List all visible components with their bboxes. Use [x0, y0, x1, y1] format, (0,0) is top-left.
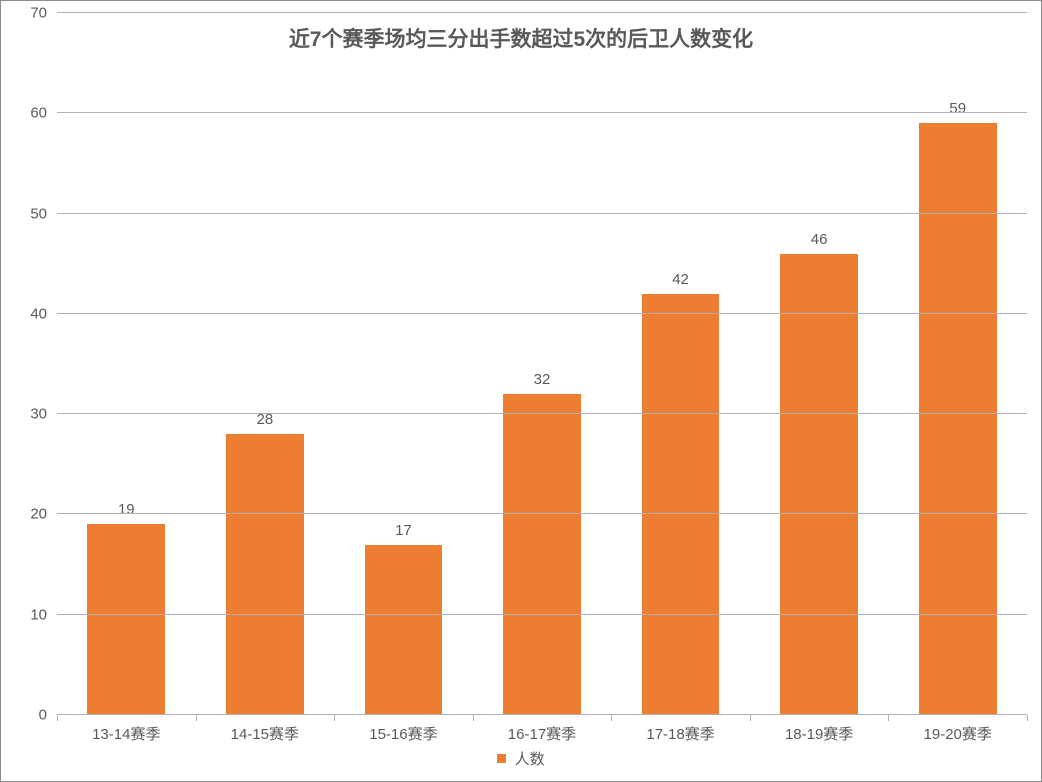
x-tick-label: 19-20赛季	[924, 723, 992, 744]
y-tick-label: 50	[30, 205, 47, 222]
bar-value-label: 59	[949, 100, 966, 117]
bar-slot: 2814-15赛季	[196, 13, 335, 715]
y-tick-label: 60	[30, 105, 47, 122]
bar: 32	[503, 394, 581, 715]
gridline: 10	[57, 614, 1027, 615]
bar: 28	[226, 434, 304, 715]
legend: 人数	[1, 748, 1041, 769]
bar: 46	[780, 254, 858, 715]
gridline: 20	[57, 513, 1027, 514]
bar-value-label: 42	[672, 271, 689, 288]
x-tick-mark	[57, 715, 58, 721]
gridline: 50	[57, 213, 1027, 214]
bar-value-label: 17	[395, 522, 412, 539]
x-tick-mark	[1027, 715, 1028, 721]
gridline: 30	[57, 413, 1027, 414]
y-tick-label: 20	[30, 506, 47, 523]
bar-value-label: 32	[534, 371, 551, 388]
bar-slot: 4217-18赛季	[611, 13, 750, 715]
x-tick-mark	[334, 715, 335, 721]
x-tick-mark	[888, 715, 889, 721]
bar-slot: 1913-14赛季	[57, 13, 196, 715]
bar-slot: 3216-17赛季	[473, 13, 612, 715]
y-tick-label: 40	[30, 305, 47, 322]
x-tick-mark	[750, 715, 751, 721]
x-tick-mark	[196, 715, 197, 721]
bar-slot: 1715-16赛季	[334, 13, 473, 715]
gridline: 60	[57, 112, 1027, 113]
x-tick-label: 17-18赛季	[646, 723, 714, 744]
bar: 42	[642, 294, 720, 715]
bar-slot: 4618-19赛季	[750, 13, 889, 715]
chart-container: 近7个赛季场均三分出手数超过5次的后卫人数变化 1913-14赛季2814-15…	[0, 0, 1042, 782]
x-tick-label: 16-17赛季	[508, 723, 576, 744]
bars-layer: 1913-14赛季2814-15赛季1715-16赛季3216-17赛季4217…	[57, 13, 1027, 715]
y-tick-label: 0	[39, 707, 47, 724]
bar-value-label: 46	[811, 231, 828, 248]
plot-area: 1913-14赛季2814-15赛季1715-16赛季3216-17赛季4217…	[57, 13, 1027, 715]
gridline: 70	[57, 12, 1027, 13]
bar: 17	[365, 545, 443, 715]
legend-swatch	[497, 754, 506, 763]
legend-label: 人数	[515, 751, 545, 768]
x-tick-label: 13-14赛季	[92, 723, 160, 744]
y-tick-label: 30	[30, 406, 47, 423]
bar: 19	[87, 524, 165, 715]
x-tick-label: 18-19赛季	[785, 723, 853, 744]
gridline: 40	[57, 313, 1027, 314]
x-tick-label: 15-16赛季	[369, 723, 437, 744]
bar-value-label: 19	[118, 501, 135, 518]
x-tick-mark	[473, 715, 474, 721]
x-tick-label: 14-15赛季	[231, 723, 299, 744]
x-axis-ticks	[57, 715, 1027, 721]
bar-slot: 5919-20赛季	[888, 13, 1027, 715]
x-tick-mark	[611, 715, 612, 721]
y-tick-label: 70	[30, 5, 47, 22]
y-tick-label: 10	[30, 606, 47, 623]
